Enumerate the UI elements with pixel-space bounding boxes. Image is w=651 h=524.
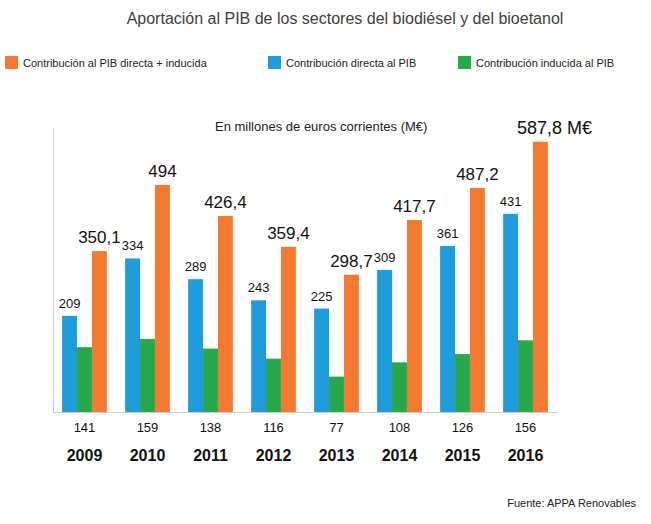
legend-item: Contribución al PIB directa + inducida <box>5 56 208 69</box>
x-tick: 2011 <box>193 412 228 464</box>
data-label: 289 <box>185 259 207 274</box>
data-label: 298,7 <box>330 252 373 271</box>
bar <box>377 270 392 412</box>
y-axis <box>53 128 54 413</box>
x-tick-label: 2009 <box>67 447 103 464</box>
x-tick-label: 2014 <box>382 447 418 464</box>
legend-swatch <box>268 56 281 69</box>
data-label: 431 <box>500 194 522 209</box>
x-tick: 2016 <box>508 412 544 464</box>
bar <box>125 258 140 412</box>
data-label: 334 <box>122 238 144 253</box>
data-label: 138 <box>200 420 222 435</box>
x-tick: 2014 <box>382 412 418 464</box>
x-tick-label: 2011 <box>193 447 228 464</box>
bar <box>518 340 533 412</box>
data-labels: 209 334 289 243 225 309 361 431 141 159 138 116 77 10… <box>59 118 592 435</box>
bar <box>455 354 470 412</box>
bar <box>203 349 218 412</box>
data-label: 417,7 <box>393 197 436 216</box>
bar <box>314 309 329 412</box>
bar <box>251 300 266 412</box>
y-axis-line <box>53 128 54 413</box>
x-tick-label: 2016 <box>508 447 544 464</box>
source: Fuente: APPA Renovables <box>507 497 636 509</box>
title: Aportación al PIB de los sectores del bi… <box>127 10 564 27</box>
legend-label: Contribución al PIB directa + inducida <box>23 57 208 69</box>
x-tick: 2015 <box>445 412 481 464</box>
data-label: 359,4 <box>267 224 310 243</box>
data-label: 494 <box>148 162 176 181</box>
bar <box>77 347 92 412</box>
data-label: 126 <box>452 420 474 435</box>
bar <box>392 362 407 412</box>
x-tick-label: 2012 <box>256 447 292 464</box>
data-label: 225 <box>311 289 333 304</box>
bar <box>344 275 359 412</box>
x-axis: 2009 2010 2011 2012 2013 2014 2015 2016 <box>54 412 558 464</box>
data-label: 361 <box>437 226 459 241</box>
bar <box>188 279 203 412</box>
data-label: 159 <box>137 420 159 435</box>
bar <box>62 316 77 412</box>
x-tick: 2010 <box>130 412 166 464</box>
data-label: 487,2 <box>456 165 499 184</box>
data-label: 587,8 M€ <box>517 118 592 138</box>
bar <box>533 142 548 412</box>
bar <box>155 185 170 412</box>
x-axis-line <box>54 412 558 413</box>
data-label: 116 <box>263 420 284 435</box>
subtitle: En millones de euros corrientes (M€) <box>215 119 427 134</box>
data-label: 350,1 <box>78 228 121 247</box>
series-bars <box>77 339 533 412</box>
legend-swatch <box>458 56 471 69</box>
bar <box>470 188 485 412</box>
x-tick: 2013 <box>319 412 355 464</box>
data-label: 141 <box>74 420 96 435</box>
bar <box>140 339 155 412</box>
legend-item: Contribución inducida al PIB <box>458 56 614 69</box>
data-label: 77 <box>329 420 343 435</box>
x-tick: 2009 <box>67 412 103 464</box>
legend-swatch <box>5 56 18 69</box>
data-label: 209 <box>59 296 81 311</box>
bar <box>440 246 455 412</box>
data-label: 309 <box>374 250 396 265</box>
bar <box>266 359 281 412</box>
bar <box>503 214 518 412</box>
bar <box>218 216 233 412</box>
x-tick-label: 2015 <box>445 447 481 464</box>
series-bars <box>92 142 548 412</box>
chart: Aportación al PIB de los sectores del bi… <box>0 0 651 524</box>
data-label: 108 <box>389 420 411 435</box>
x-tick: 2012 <box>256 412 292 464</box>
x-tick-label: 2010 <box>130 447 166 464</box>
bar <box>92 251 107 412</box>
bar <box>281 247 296 412</box>
data-label: 243 <box>248 280 270 295</box>
bar <box>407 220 422 412</box>
data-label: 156 <box>515 420 537 435</box>
bar <box>329 377 344 412</box>
x-tick-label: 2013 <box>319 447 355 464</box>
series-bars <box>62 214 518 412</box>
data-label: 426,4 <box>204 193 247 212</box>
bars <box>62 142 548 412</box>
legend-item: Contribución directa al PIB <box>268 56 416 69</box>
legend-label: Contribución directa al PIB <box>286 57 416 69</box>
legend: Contribución al PIB directa + inducida Co… <box>5 56 614 69</box>
legend-label: Contribución inducida al PIB <box>476 57 614 69</box>
